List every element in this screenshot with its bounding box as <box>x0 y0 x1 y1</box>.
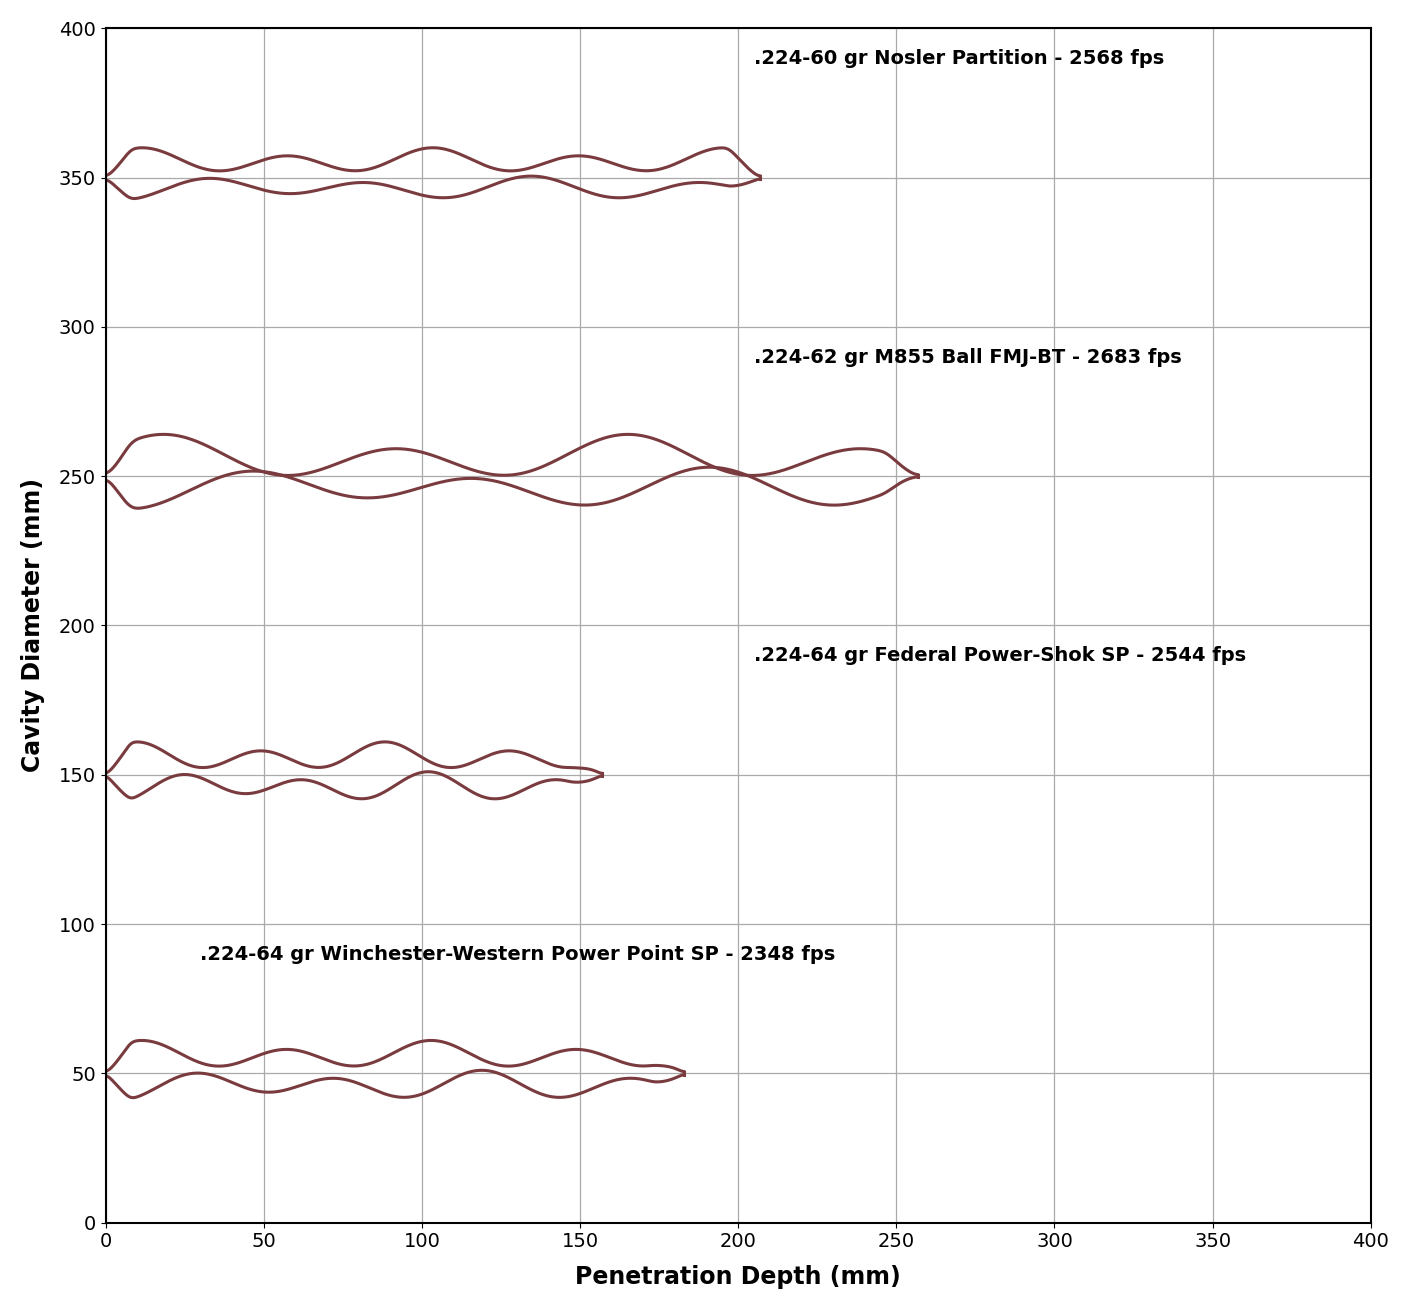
X-axis label: Penetration Depth (mm): Penetration Depth (mm) <box>575 1265 901 1289</box>
Text: .224-62 gr M855 Ball FMJ-BT - 2683 fps: .224-62 gr M855 Ball FMJ-BT - 2683 fps <box>754 347 1182 367</box>
Text: .224-64 gr Winchester-Western Power Point SP - 2348 fps: .224-64 gr Winchester-Western Power Poin… <box>200 945 836 964</box>
Text: .224-64 gr Federal Power-Shok SP - 2544 fps: .224-64 gr Federal Power-Shok SP - 2544 … <box>754 646 1246 665</box>
Text: .224-60 gr Nosler Partition - 2568 fps: .224-60 gr Nosler Partition - 2568 fps <box>754 50 1165 68</box>
Y-axis label: Cavity Diameter (mm): Cavity Diameter (mm) <box>21 478 45 773</box>
